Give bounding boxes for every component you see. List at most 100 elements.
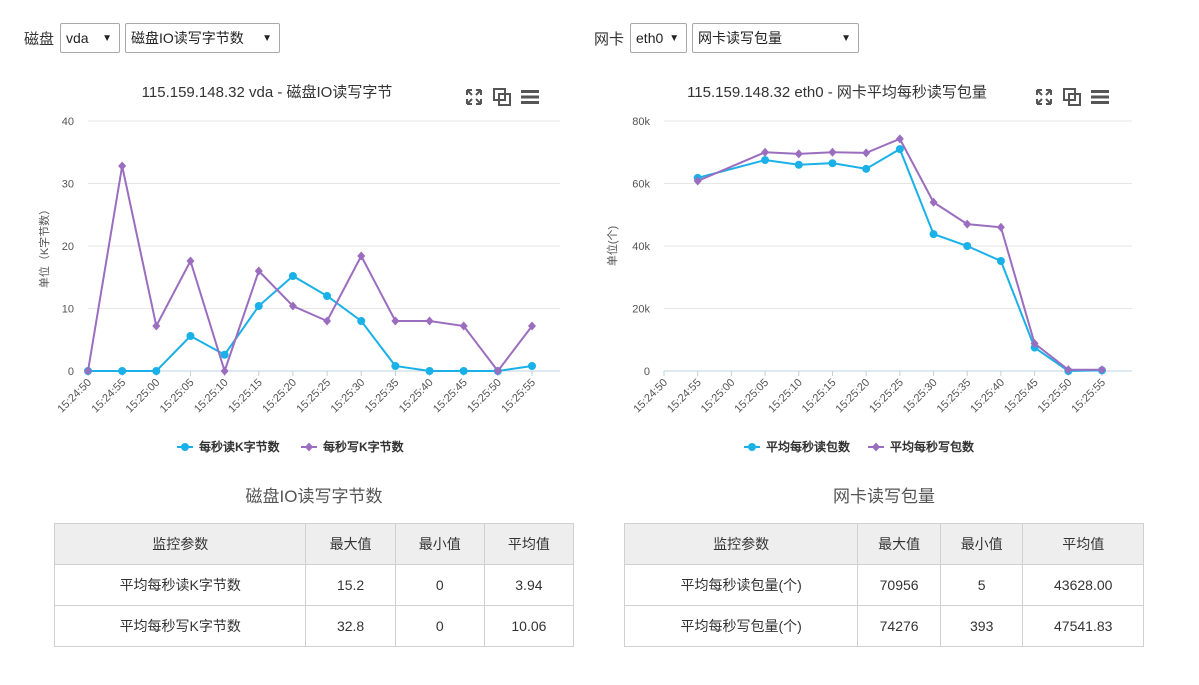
data-point[interactable] <box>794 149 803 159</box>
data-point[interactable] <box>862 148 871 158</box>
x-tick-label: 15:24:50 <box>631 377 670 416</box>
data-point[interactable] <box>323 292 332 300</box>
table-cell: 47541.83 <box>1022 605 1144 647</box>
data-point[interactable] <box>152 367 161 375</box>
data-point[interactable] <box>288 272 297 280</box>
disk-stats-table: 监控参数 最大值 最小值 平均值 平均每秒读K字节数 15.2 0 3.94 平… <box>53 523 575 647</box>
network-stats-table: 监控参数 最大值 最小值 平均值 平均每秒读包量(个) 70956 5 4362… <box>623 523 1144 647</box>
menu-icon[interactable] <box>1090 87 1110 107</box>
data-point[interactable] <box>963 242 972 250</box>
network-device-select[interactable]: eth0 ▼ <box>630 23 688 53</box>
data-point[interactable] <box>528 321 536 331</box>
legend-label[interactable]: 平均每秒写包数 <box>890 439 975 454</box>
fullscreen-icon[interactable] <box>464 87 484 107</box>
x-tick-label: 15:25:40 <box>968 377 1007 416</box>
data-point[interactable] <box>254 302 263 310</box>
disk-device-select[interactable]: vda ▼ <box>60 23 121 53</box>
data-point[interactable] <box>996 257 1005 265</box>
data-point[interactable] <box>118 367 127 375</box>
data-point[interactable] <box>152 321 161 331</box>
table-cell: 10.06 <box>483 605 575 647</box>
disk-metric-select[interactable]: 磁盘IO读写字节数 ▼ <box>125 23 281 53</box>
data-point[interactable] <box>459 367 468 375</box>
menu-icon[interactable] <box>520 87 540 107</box>
data-point[interactable] <box>996 222 1005 232</box>
disk-label: 磁盘 <box>24 30 55 48</box>
table-cell: 平均每秒读包量(个) <box>623 564 859 606</box>
table-header: 最小值 <box>394 523 485 565</box>
data-point[interactable] <box>1098 365 1106 375</box>
x-tick-label: 15:25:50 <box>1036 377 1075 416</box>
copy-icon[interactable] <box>1062 87 1082 107</box>
data-point[interactable] <box>391 362 400 370</box>
table-cell: 平均每秒写包量(个) <box>623 605 859 647</box>
data-point[interactable] <box>118 161 127 171</box>
data-point[interactable] <box>186 332 195 340</box>
table-row: 平均每秒读K字节数 15.2 0 3.94 <box>53 564 575 606</box>
data-point[interactable] <box>528 362 536 370</box>
x-tick-label: 15:25:45 <box>431 377 470 416</box>
data-point[interactable] <box>862 164 871 173</box>
legend-label[interactable]: 每秒写K字节数 <box>323 439 405 454</box>
table-cell: 0 <box>394 564 485 606</box>
series-line-2 <box>87 165 533 375</box>
data-point[interactable] <box>323 316 332 326</box>
table-header-row: 监控参数 最大值 最小值 平均值 <box>623 523 1144 565</box>
table-row: 平均每秒写包量(个) 74276 393 47541.83 <box>623 605 1144 647</box>
table-cell: 3.94 <box>483 564 575 606</box>
data-point[interactable] <box>220 350 229 359</box>
data-point[interactable] <box>1030 339 1039 348</box>
data-point[interactable] <box>425 316 434 326</box>
data-point[interactable] <box>761 147 770 157</box>
data-point[interactable] <box>929 230 938 239</box>
data-point[interactable] <box>357 251 366 261</box>
network-metric-select[interactable]: 网卡读写包量 ▼ <box>692 23 860 53</box>
x-tick-label: 15:25:20 <box>834 377 873 416</box>
series-line-2 <box>697 137 1103 371</box>
data-point[interactable] <box>254 266 263 276</box>
legend-label[interactable]: 平均每秒读包数 <box>766 439 851 454</box>
table-cell: 393 <box>939 605 1024 647</box>
data-point[interactable] <box>357 317 366 325</box>
x-tick-label: 15:24:55 <box>90 377 129 416</box>
data-point[interactable] <box>425 367 434 375</box>
table-header-row: 监控参数 最大值 最小值 平均值 <box>53 523 575 565</box>
network-table-title: 网卡读写包量 <box>833 487 935 506</box>
data-point[interactable] <box>693 176 702 186</box>
data-point[interactable] <box>963 219 972 229</box>
chart-title: 115.159.148.32 vda - 磁盘IO读写字节 <box>142 83 393 101</box>
data-point[interactable] <box>895 134 904 144</box>
x-tick-label: 15:25:40 <box>397 377 436 416</box>
table-cell: 平均每秒写K字节数 <box>53 605 307 647</box>
chart-title: 115.159.148.32 eth0 - 网卡平均每秒读写包量 <box>687 84 987 101</box>
y-tick-label: 40 <box>62 116 74 128</box>
disk-controls: 磁盘 vda ▼ 磁盘IO读写字节数 ▼ <box>24 22 285 54</box>
data-point[interactable] <box>929 197 938 207</box>
copy-icon[interactable] <box>492 87 512 107</box>
data-point[interactable] <box>220 366 229 376</box>
dropdown-arrow-icon: ▼ <box>841 32 852 44</box>
data-point[interactable] <box>828 159 837 168</box>
data-point[interactable] <box>794 160 803 169</box>
disk-device-value: vda <box>66 30 89 46</box>
data-point[interactable] <box>186 256 195 266</box>
data-point[interactable] <box>895 145 904 154</box>
data-point[interactable] <box>84 366 92 376</box>
network-chart-svg: 115.159.148.32 eth0 - 网卡平均每秒读写包量 0 20k 40k 6… <box>605 84 1132 454</box>
table-cell: 43628.00 <box>1022 564 1144 606</box>
data-point[interactable] <box>493 366 502 376</box>
x-tick-label: 15:25:10 <box>192 377 231 416</box>
data-point[interactable] <box>828 147 837 157</box>
data-point[interactable] <box>761 156 770 165</box>
fullscreen-icon[interactable] <box>1034 87 1054 107</box>
x-tick-label: 15:25:35 <box>363 377 402 416</box>
data-point[interactable] <box>391 316 400 326</box>
data-point[interactable] <box>288 301 297 311</box>
x-tick-label: 15:25:20 <box>260 377 299 416</box>
x-tick-label: 15:25:30 <box>329 377 368 416</box>
legend-label[interactable]: 每秒读K字节数 <box>199 439 281 454</box>
data-point[interactable] <box>1064 365 1073 375</box>
data-point[interactable] <box>459 321 468 331</box>
x-tick-label: 15:25:00 <box>124 377 163 416</box>
dropdown-arrow-icon: ▼ <box>102 32 113 44</box>
